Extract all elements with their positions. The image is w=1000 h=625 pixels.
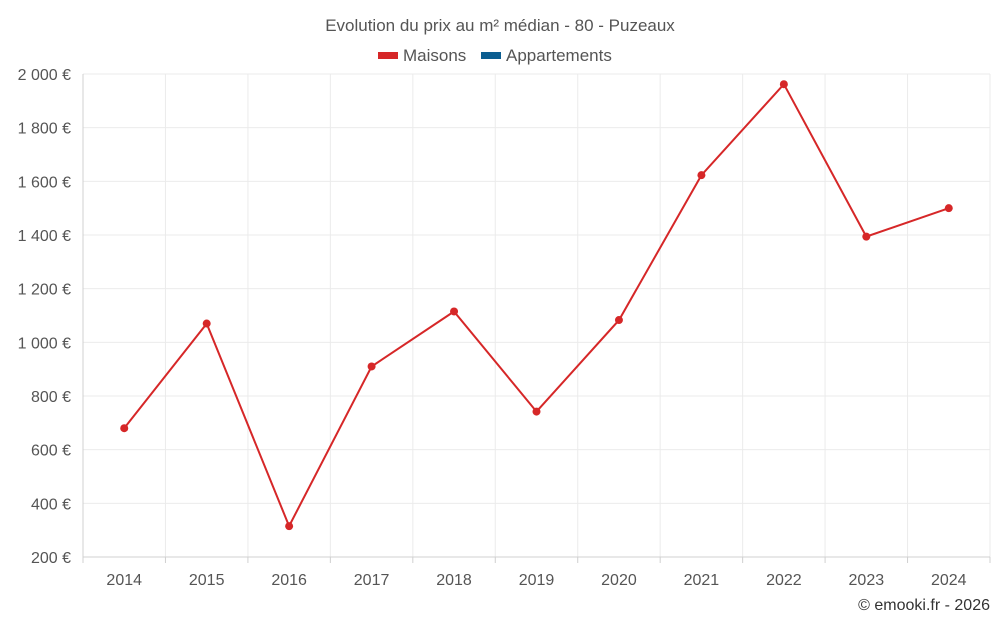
credit-text: © emooki.fr - 2026 xyxy=(858,597,990,614)
x-tick-label: 2016 xyxy=(271,572,307,589)
y-tick-label: 1 200 € xyxy=(18,282,71,299)
data-point[interactable] xyxy=(120,424,129,433)
legend-item[interactable]: Appartements xyxy=(481,46,612,65)
x-tick-label: 2015 xyxy=(189,572,225,589)
data-point[interactable] xyxy=(614,316,623,325)
series-maisons xyxy=(120,80,953,531)
y-tick-label: 1 800 € xyxy=(18,121,71,138)
chart-title: Evolution du prix au m² médian - 80 - Pu… xyxy=(325,16,675,35)
x-tick-label: 2017 xyxy=(354,572,390,589)
data-point[interactable] xyxy=(285,522,294,531)
legend-item[interactable]: Maisons xyxy=(378,46,466,65)
series-layer xyxy=(120,80,953,531)
y-tick-label: 800 € xyxy=(31,389,71,406)
legend-swatch xyxy=(378,52,398,59)
x-tick-label: 2020 xyxy=(601,572,637,589)
x-tick-label: 2023 xyxy=(849,572,885,589)
y-tick-label: 600 € xyxy=(31,443,71,460)
x-tick-label: 2024 xyxy=(931,572,967,589)
data-point[interactable] xyxy=(532,407,541,416)
x-axis: 2014 2015 2016 2017 2018 2019 2020 2021 2022 2023… xyxy=(82,74,991,589)
y-tick-label: 400 € xyxy=(31,496,71,513)
data-point[interactable] xyxy=(862,232,871,241)
data-point[interactable] xyxy=(944,204,953,213)
legend-swatch xyxy=(481,52,501,59)
data-point[interactable] xyxy=(697,171,706,180)
x-tick-label: 2014 xyxy=(106,572,142,589)
data-point[interactable] xyxy=(779,80,788,89)
legend: Maisons Appartements xyxy=(378,46,612,65)
legend-label: Appartements xyxy=(506,46,612,65)
y-axis: 200 € 400 € 600 € 800 € 1 000 € 1 200 € 1 400 … xyxy=(18,67,71,567)
data-point[interactable] xyxy=(367,362,376,371)
y-tick-label: 1 000 € xyxy=(18,335,71,352)
x-tick-label: 2018 xyxy=(436,572,472,589)
y-tick-label: 1 400 € xyxy=(18,228,71,245)
y-tick-label: 1 600 € xyxy=(18,174,71,191)
y-tick-label: 2 000 € xyxy=(18,67,71,84)
x-tick-label: 2019 xyxy=(519,572,555,589)
y-tick-label: 200 € xyxy=(31,550,71,567)
grid xyxy=(82,73,991,558)
x-tick-label: 2021 xyxy=(684,572,720,589)
data-point[interactable] xyxy=(202,319,211,328)
legend-label: Maisons xyxy=(403,46,466,65)
data-point[interactable] xyxy=(450,307,459,316)
x-tick-label: 2022 xyxy=(766,572,802,589)
